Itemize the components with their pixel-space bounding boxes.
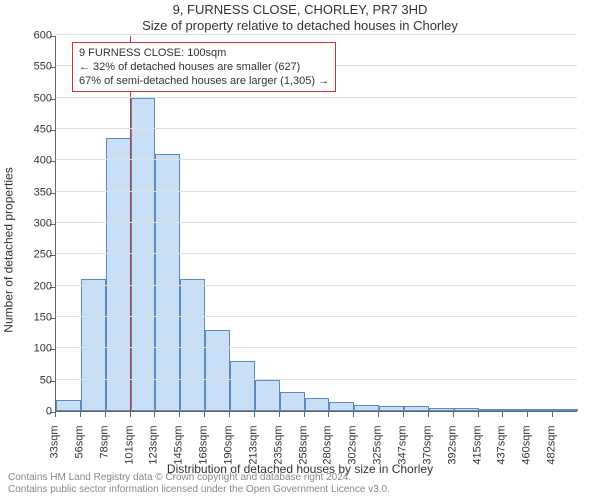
gridline [56, 222, 577, 223]
info-line-property: 9 FURNESS CLOSE: 100sqm [79, 46, 329, 60]
x-tick-mark [353, 412, 354, 417]
x-tick-mark [552, 412, 553, 417]
histogram-bar [329, 402, 354, 411]
title-subtitle: Size of property relative to detached ho… [0, 18, 600, 33]
plot-area [55, 36, 577, 412]
x-tick-mark [502, 412, 503, 417]
histogram-bar [205, 330, 230, 411]
histogram-bar [354, 405, 379, 411]
histogram-bar [280, 392, 305, 411]
footer-line2: Contains public sector information licen… [8, 484, 592, 496]
x-tick-mark [154, 412, 155, 417]
x-tick-mark [453, 412, 454, 417]
x-tick-mark [254, 412, 255, 417]
gridline [56, 285, 577, 286]
histogram-bar [454, 408, 479, 411]
histogram-bar [528, 409, 553, 411]
footer-attribution: Contains HM Land Registry data © Crown c… [8, 472, 592, 496]
y-tick-label: 350 [12, 187, 52, 198]
x-tick-mark [428, 412, 429, 417]
histogram-bar [503, 409, 528, 411]
y-tick-label: 250 [12, 250, 52, 261]
x-tick-mark [403, 412, 404, 417]
x-tick-mark [80, 412, 81, 417]
histogram-bar [404, 406, 429, 411]
title-address: 9, FURNESS CLOSE, CHORLEY, PR7 3HD [0, 2, 600, 17]
x-tick-mark [328, 412, 329, 417]
x-tick-mark [105, 412, 106, 417]
histogram-bar [553, 409, 578, 411]
y-tick-label: 450 [12, 125, 52, 136]
gridline [56, 34, 577, 35]
y-tick-label: 50 [12, 375, 52, 386]
y-tick-label: 300 [12, 219, 52, 230]
property-info-box: 9 FURNESS CLOSE: 100sqm ← 32% of detache… [72, 42, 336, 92]
y-tick-label: 200 [12, 281, 52, 292]
histogram-bar [479, 409, 504, 411]
x-tick-mark [130, 412, 131, 417]
y-tick-label: 150 [12, 313, 52, 324]
gridline [56, 379, 577, 380]
y-tick-label: 600 [12, 31, 52, 42]
histogram-bar [81, 279, 106, 411]
histogram-bar [56, 400, 81, 411]
histogram-bar [180, 279, 205, 411]
x-tick-mark [204, 412, 205, 417]
x-tick-mark [378, 412, 379, 417]
x-tick-mark [304, 412, 305, 417]
info-line-smaller: ← 32% of detached houses are smaller (62… [79, 60, 329, 74]
y-tick-label: 0 [12, 407, 52, 418]
x-tick-mark [179, 412, 180, 417]
x-tick-mark [229, 412, 230, 417]
y-tick-label: 500 [12, 93, 52, 104]
info-line-larger: 67% of semi-detached houses are larger (… [79, 74, 329, 88]
histogram-bar [305, 398, 330, 411]
x-tick-mark [279, 412, 280, 417]
plot-inner [56, 36, 577, 411]
x-tick-mark [478, 412, 479, 417]
histogram-bar [379, 406, 404, 411]
property-marker-line [130, 36, 131, 411]
gridline [56, 316, 577, 317]
gridline [56, 97, 577, 98]
y-tick-label: 400 [12, 156, 52, 167]
gridline [56, 159, 577, 160]
y-tick-label: 550 [12, 62, 52, 73]
y-tick-label: 100 [12, 344, 52, 355]
histogram-bar [106, 138, 131, 411]
x-tick-mark [527, 412, 528, 417]
footer-line1: Contains HM Land Registry data © Crown c… [8, 472, 592, 484]
histogram-bar [155, 154, 180, 411]
histogram-bar [230, 361, 255, 411]
gridline [56, 191, 577, 192]
chart-container: 9, FURNESS CLOSE, CHORLEY, PR7 3HD Size … [0, 0, 600, 500]
gridline [56, 347, 577, 348]
bars-layer [56, 36, 577, 411]
gridline [56, 128, 577, 129]
gridline [56, 253, 577, 254]
histogram-bar [429, 408, 454, 411]
histogram-bar [255, 380, 280, 411]
x-tick-mark [55, 412, 56, 417]
